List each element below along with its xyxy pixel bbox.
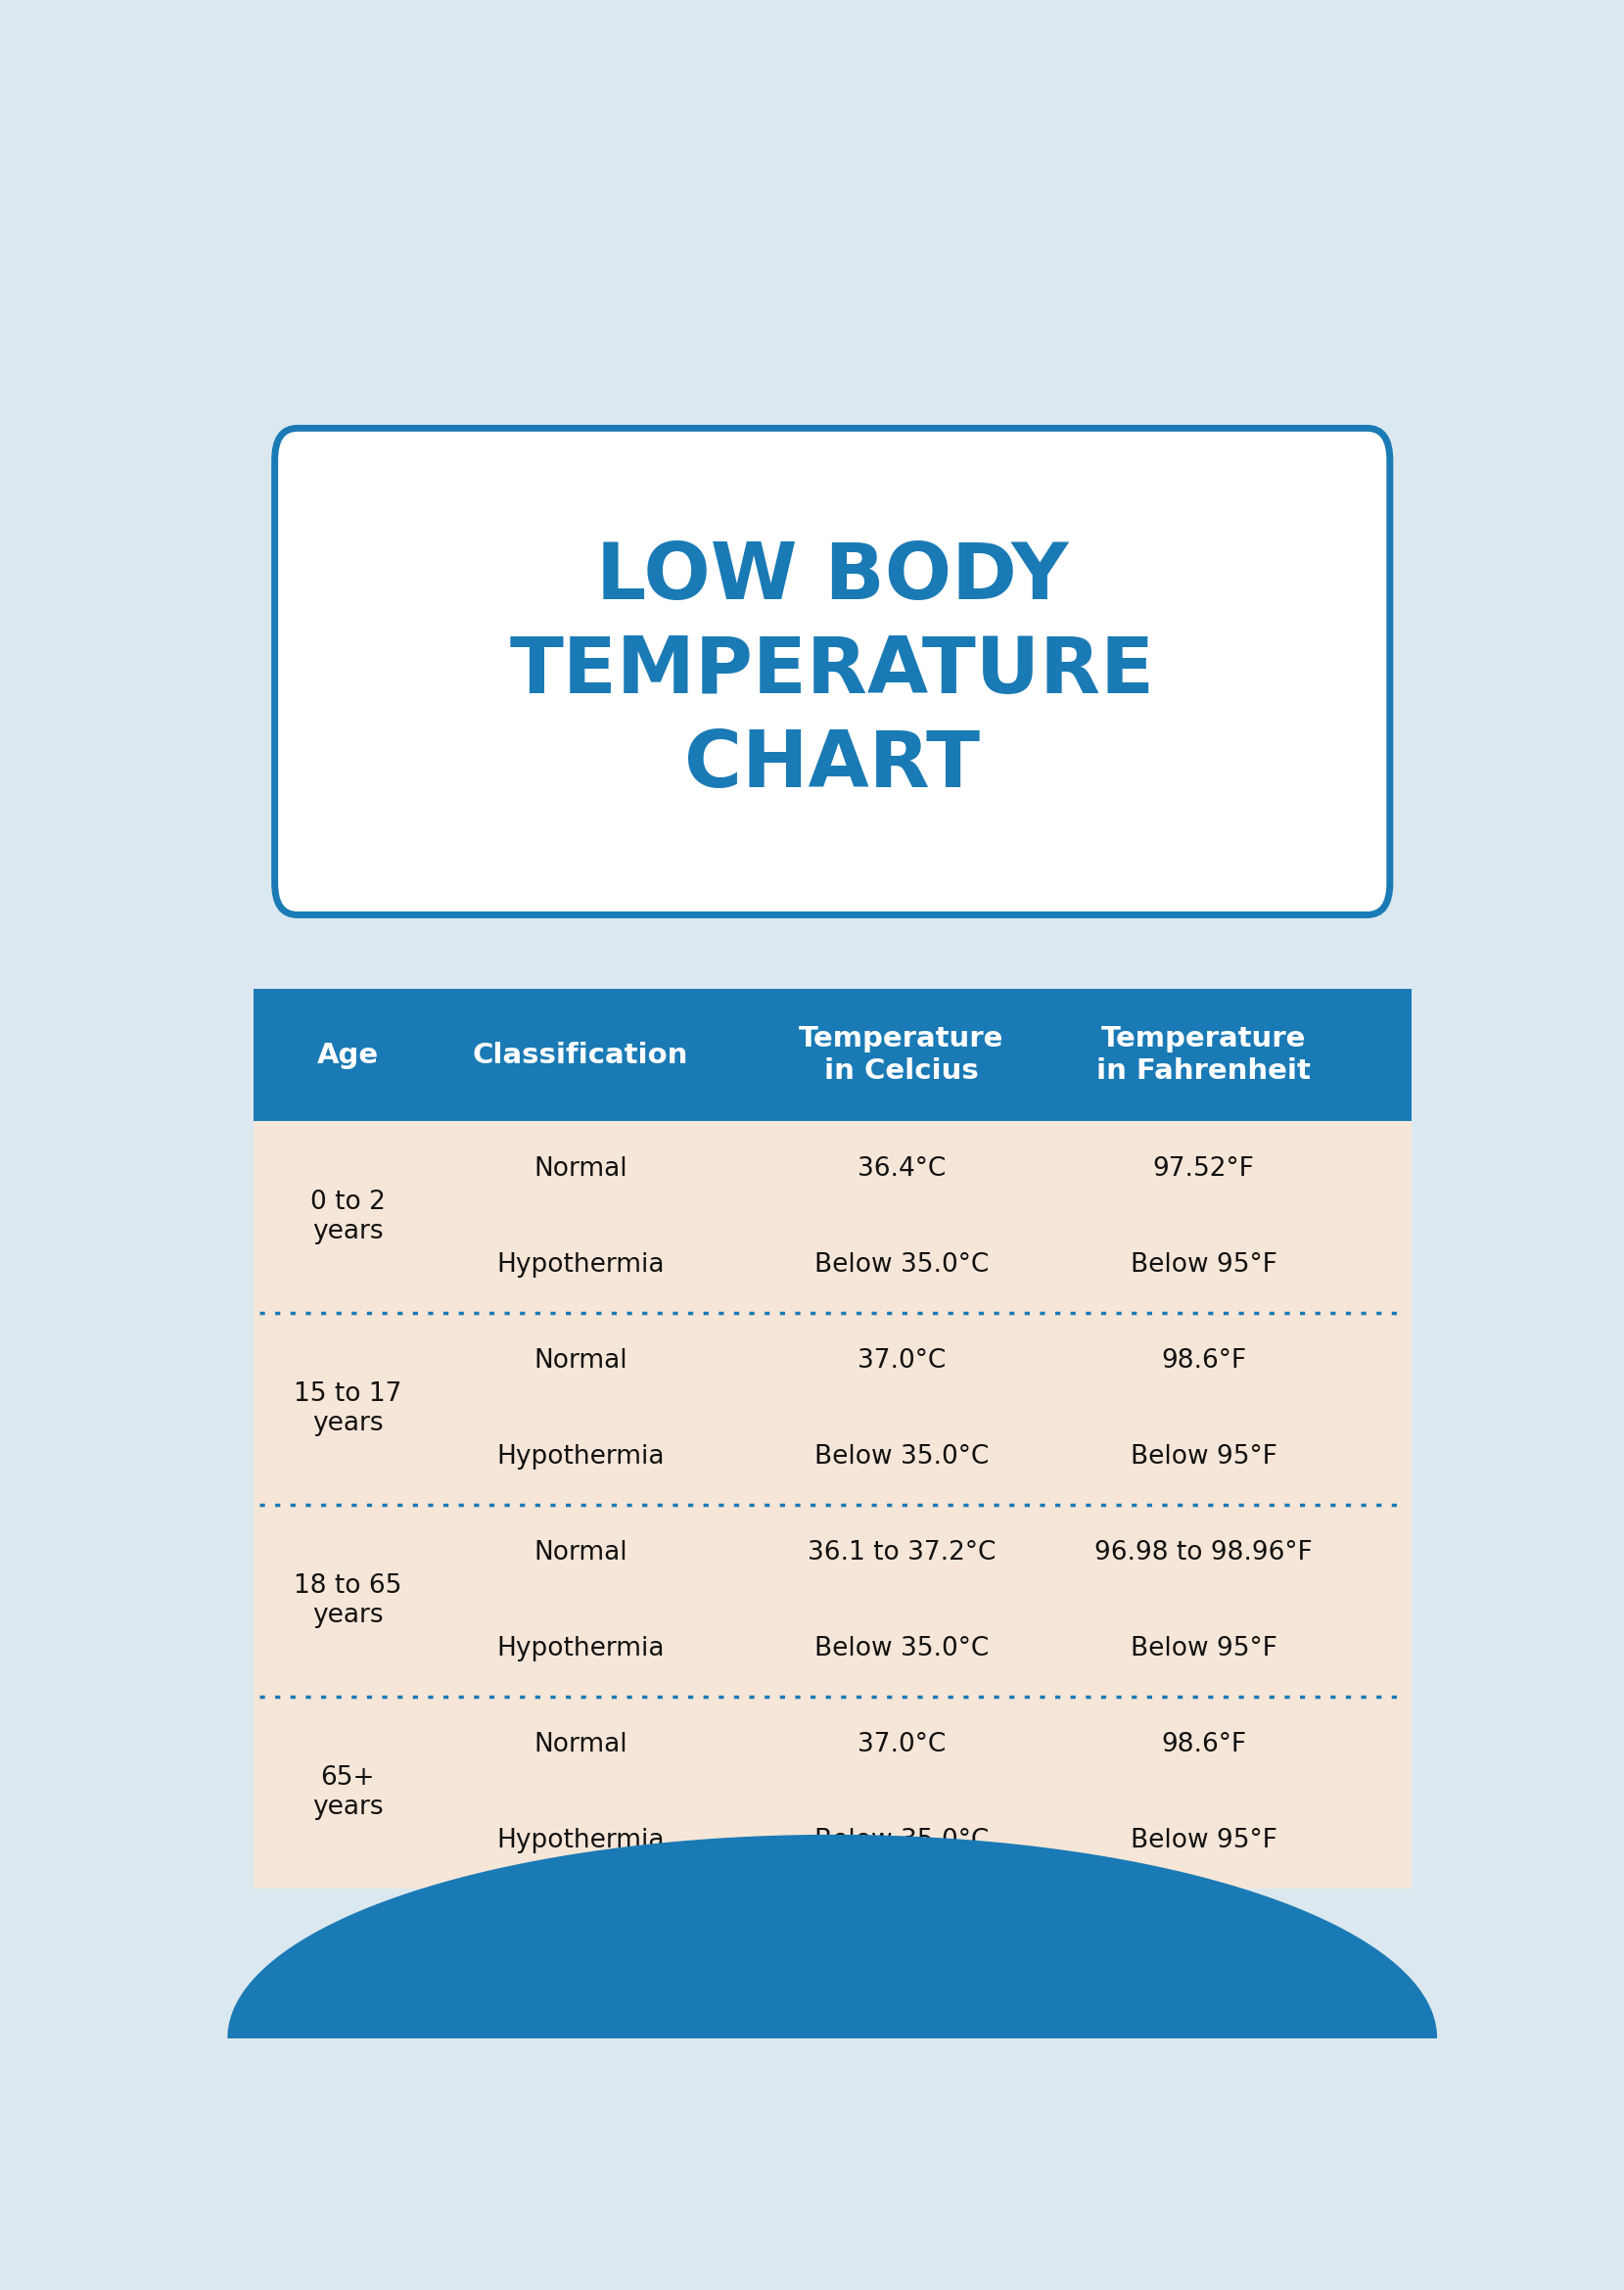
Text: Below 35.0°C: Below 35.0°C bbox=[814, 1253, 989, 1278]
Text: 18 to 65
years: 18 to 65 years bbox=[294, 1573, 401, 1628]
Text: Temperature
in Fahrenheit: Temperature in Fahrenheit bbox=[1096, 1026, 1311, 1085]
Text: Hypothermia: Hypothermia bbox=[497, 1827, 664, 1853]
Text: Hypothermia: Hypothermia bbox=[497, 1635, 664, 1660]
Text: Below 95°F: Below 95°F bbox=[1130, 1827, 1276, 1853]
Text: Normal: Normal bbox=[534, 1156, 627, 1182]
Text: 36.1 to 37.2°C: 36.1 to 37.2°C bbox=[807, 1539, 996, 1566]
Text: Classification: Classification bbox=[473, 1042, 689, 1069]
Text: Normal: Normal bbox=[534, 1731, 627, 1756]
Bar bbox=[253, 989, 1411, 1889]
Text: Below 35.0°C: Below 35.0°C bbox=[814, 1827, 989, 1853]
Text: Temperature
in Celcius: Temperature in Celcius bbox=[799, 1026, 1004, 1085]
FancyBboxPatch shape bbox=[274, 428, 1390, 916]
Text: LOW BODY
TEMPERATURE
CHART: LOW BODY TEMPERATURE CHART bbox=[510, 538, 1155, 804]
Text: 37.0°C: 37.0°C bbox=[857, 1349, 945, 1374]
Text: 96.98 to 98.96°F: 96.98 to 98.96°F bbox=[1095, 1539, 1312, 1566]
Text: 37.0°C: 37.0°C bbox=[857, 1731, 945, 1756]
Text: 98.6°F: 98.6°F bbox=[1161, 1349, 1246, 1374]
Text: Below 95°F: Below 95°F bbox=[1130, 1635, 1276, 1660]
Bar bbox=[253, 989, 1411, 1122]
Text: 98.6°F: 98.6°F bbox=[1161, 1731, 1246, 1756]
Text: 0 to 2
years: 0 to 2 years bbox=[310, 1189, 385, 1243]
Polygon shape bbox=[227, 1834, 1437, 2038]
Text: Below 35.0°C: Below 35.0°C bbox=[814, 1635, 989, 1660]
Text: Hypothermia: Hypothermia bbox=[497, 1253, 664, 1278]
Text: Below 95°F: Below 95°F bbox=[1130, 1253, 1276, 1278]
Text: 65+
years: 65+ years bbox=[312, 1766, 383, 1821]
Text: Normal: Normal bbox=[534, 1539, 627, 1566]
Text: 97.52°F: 97.52°F bbox=[1153, 1156, 1254, 1182]
Text: 15 to 17
years: 15 to 17 years bbox=[294, 1381, 401, 1436]
Text: Hypothermia: Hypothermia bbox=[497, 1445, 664, 1470]
Text: Below 95°F: Below 95°F bbox=[1130, 1445, 1276, 1470]
Text: Normal: Normal bbox=[534, 1349, 627, 1374]
Text: 36.4°C: 36.4°C bbox=[857, 1156, 945, 1182]
Text: Below 35.0°C: Below 35.0°C bbox=[814, 1445, 989, 1470]
Text: Age: Age bbox=[317, 1042, 378, 1069]
